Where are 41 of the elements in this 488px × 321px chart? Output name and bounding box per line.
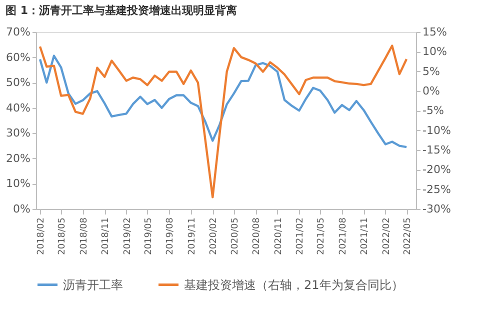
x-tick-label: 2019/08 [166, 217, 176, 255]
x-tick-label: 2019/11 [187, 218, 198, 255]
y-tick-label: 40% [6, 101, 30, 114]
x-tick-label: 2019/05 [144, 218, 154, 255]
x-tick-label: 2018/02 [36, 218, 47, 255]
x-tick-label: 2020/02 [209, 218, 220, 255]
x-tick-label: 2018/05 [58, 218, 68, 255]
legend-label: 沥青开工率 [63, 278, 123, 292]
x-tick-label: 2021/11 [360, 218, 370, 255]
y2-tick-label: -15% [422, 144, 451, 156]
y-tick-label: 60% [6, 50, 30, 64]
y-tick-label: 0% [13, 202, 30, 216]
y2-tick-label: 10% [422, 45, 447, 58]
y2-tick-label: -25% [422, 182, 451, 196]
x-tick-label: 2019/02 [122, 218, 133, 255]
y2-tick-label: 0% [422, 84, 440, 98]
y-tick-label: 30% [6, 126, 30, 140]
x-tick-label: 2022/02 [382, 218, 392, 255]
x-tick-label: 2020/11 [274, 218, 284, 255]
y2-tick-label: -30% [422, 202, 451, 216]
x-tick-label: 2018/08 [79, 217, 90, 255]
y2-tick-label: -20% [422, 163, 451, 176]
x-tick-label: 2021/02 [296, 218, 306, 255]
line-series [38, 54, 408, 148]
y-tick-label: 20% [6, 152, 30, 165]
x-tick-label: 2020/08 [252, 217, 262, 255]
x-tick-label: 2018/11 [101, 218, 112, 255]
y2-tick-label: -10% [422, 124, 451, 137]
x-tick-label: 2021/05 [316, 218, 327, 255]
x-tick-label: 2021/08 [338, 217, 348, 255]
x-tick-label: 2020/05 [230, 218, 240, 255]
y-tick-label: 10% [6, 177, 30, 190]
x-tick-label: 2022/05 [403, 218, 414, 255]
chart-title: 图 1：沥青开工率与基建投资增速出现明显背离 [6, 4, 238, 17]
y-tick-label: 70% [6, 26, 30, 38]
y2-tick-label: 15% [422, 26, 447, 38]
legend-label: 基建投资增速（右轴，21年为复合同比） [184, 278, 404, 292]
y2-tick-label: -5% [422, 104, 444, 118]
y-tick-label: 50% [6, 76, 30, 90]
line-series [38, 44, 408, 198]
y2-tick-label: 5% [422, 64, 440, 78]
